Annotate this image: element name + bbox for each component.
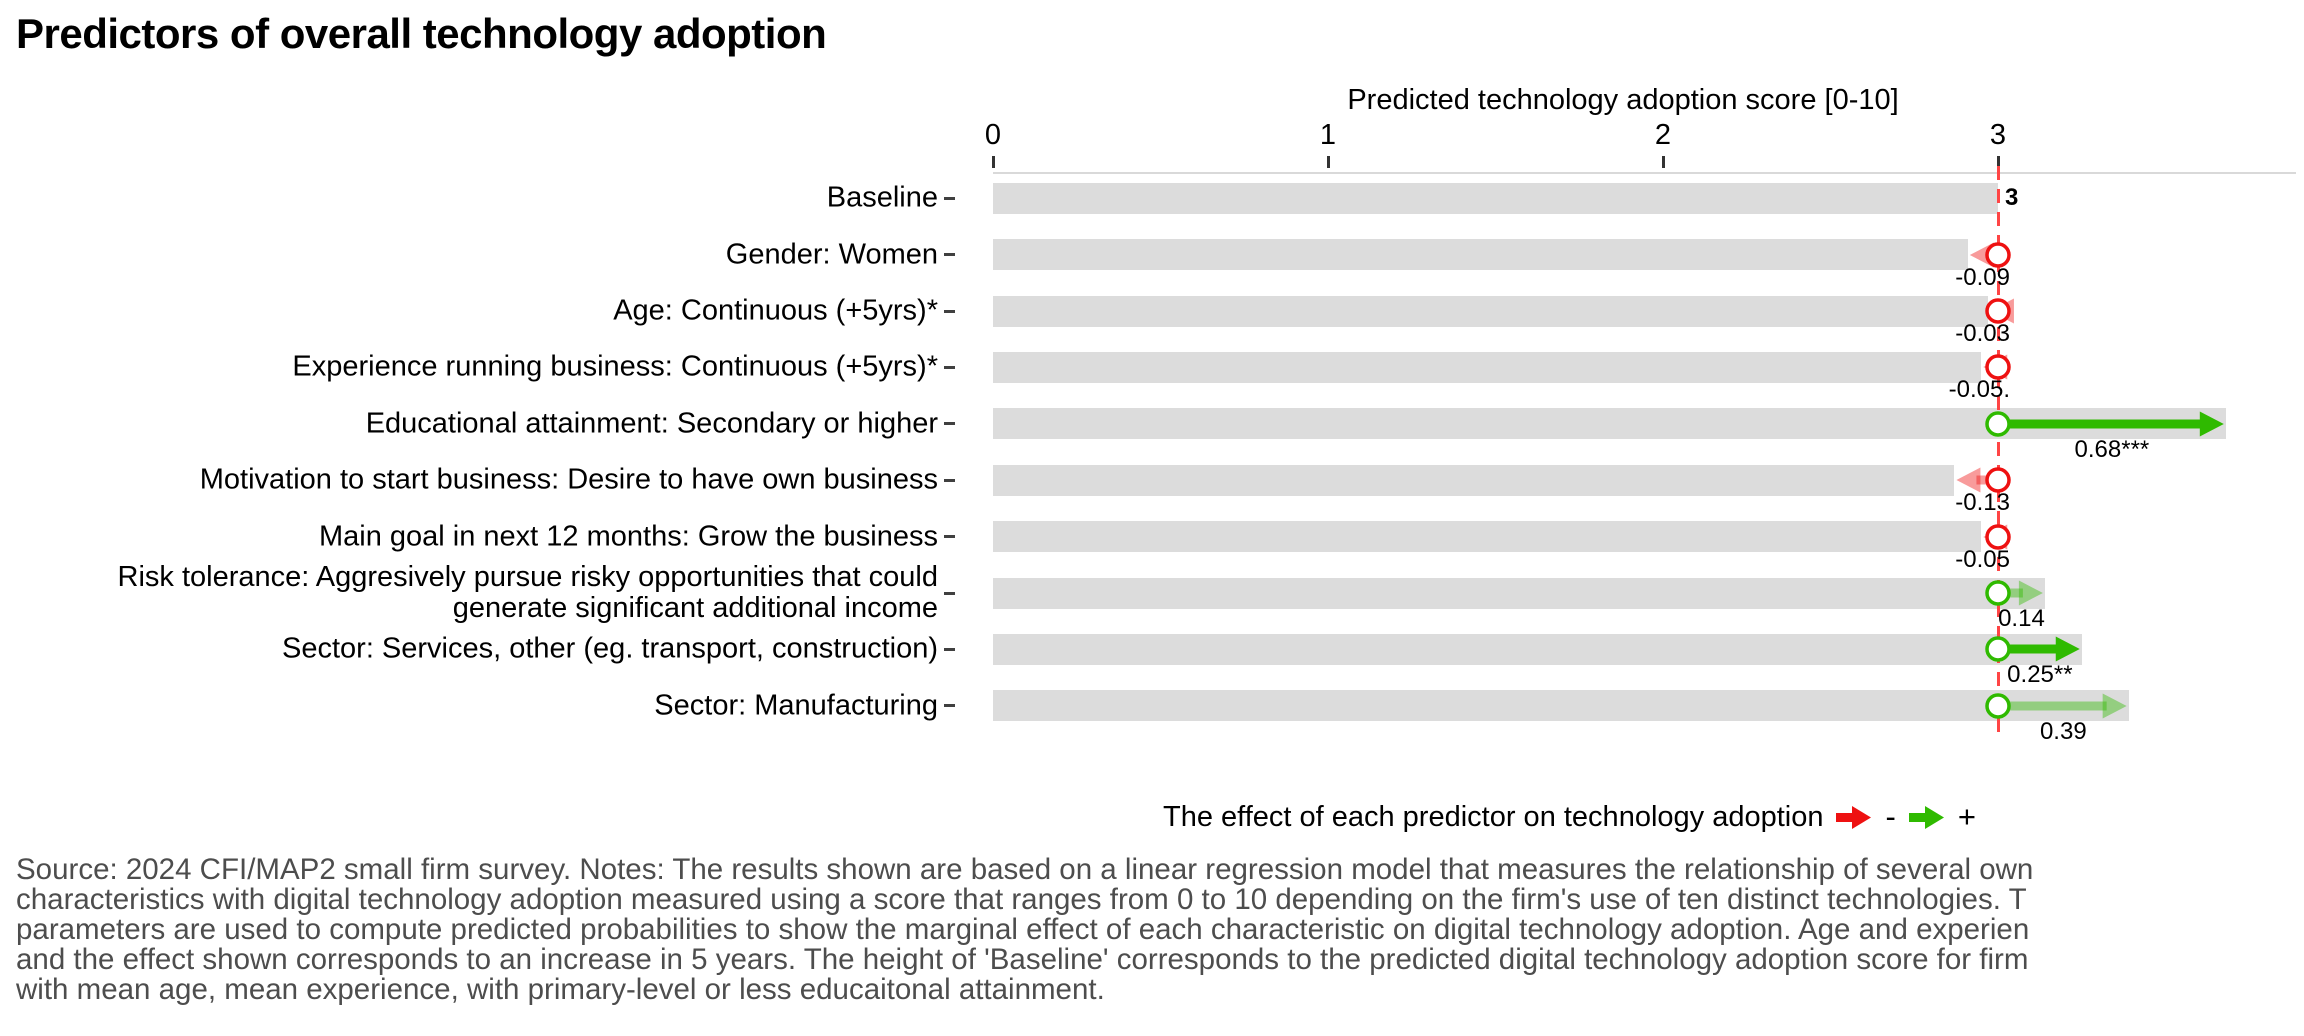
score-bar [993, 633, 2082, 665]
category-tick-mark [944, 647, 955, 651]
x-tick-label: 1 [1319, 119, 1337, 151]
positive-arrow-icon [1908, 805, 1944, 829]
category-label: Gender: Women [725, 238, 938, 271]
category-tick-mark [944, 365, 955, 369]
x-tick-mark [1996, 156, 2000, 168]
legend: The effect of each predictor on technolo… [1163, 797, 1976, 837]
source-notes: Source: 2024 CFI/MAP2 small firm survey.… [16, 855, 2304, 1005]
chart-title: Predictors of overall technology adoptio… [16, 10, 827, 57]
effect-value-label: 0.39 [2039, 717, 2087, 745]
effect-value-label: -0.09 [1955, 263, 2010, 291]
negative-arrow-icon [1836, 805, 1872, 829]
category-label: Baseline [826, 181, 938, 214]
x-tick-mark [1326, 156, 1330, 168]
category-tick-mark [944, 309, 955, 313]
score-bar [993, 182, 1998, 214]
score-bar [993, 521, 1982, 553]
category-label: Age: Continuous (+5yrs)* [613, 294, 938, 327]
score-bar [993, 239, 1968, 271]
legend-positive-symbol: + [1957, 799, 1976, 834]
score-bar [993, 577, 2045, 609]
category-label: Experience running business: Continuous … [292, 350, 938, 383]
category-label: Main goal in next 12 months: Grow the bu… [319, 520, 938, 553]
category-label: Motivation to start business: Desire to … [199, 463, 938, 496]
x-axis-title: Predicted technology adoption score [0-1… [1347, 84, 1899, 116]
x-tick-label: 2 [1654, 119, 1672, 151]
x-tick-label: 3 [1989, 119, 2007, 151]
source-note-line: parameters are used to compute predicted… [16, 913, 2030, 946]
score-bar [993, 408, 2226, 440]
source-note-line: and the effect shown corresponds to an i… [16, 943, 2029, 976]
category-tick-mark [944, 704, 955, 708]
x-tick-mark [1661, 156, 1665, 168]
score-bar [993, 690, 2129, 722]
effect-value-label: 3 [2005, 184, 2019, 212]
category-tick-mark [944, 591, 955, 595]
score-bar [993, 464, 1955, 496]
effect-value-label: -0.05. [1948, 376, 2010, 404]
category-tick-mark [944, 478, 955, 482]
score-bar [993, 351, 1982, 383]
x-tick-label: 0 [984, 119, 1002, 151]
legend-label: The effect of each predictor on technolo… [1163, 800, 1824, 833]
category-label: Sector: Manufacturing [654, 689, 938, 722]
effect-value-label: 0.25** [2007, 661, 2073, 689]
category-label: Educational attainment: Secondary or hig… [365, 407, 938, 440]
category-tick-mark [944, 535, 955, 539]
effect-value-label: -0.03 [1955, 320, 2010, 347]
effect-value-label: 0.14 [1998, 605, 2045, 632]
category-tick-mark [944, 253, 955, 257]
category-tick-mark [944, 422, 955, 426]
baseline-reference-line [1996, 166, 2000, 734]
x-axis-line [993, 172, 2296, 174]
source-note-line: Source: 2024 CFI/MAP2 small firm survey.… [16, 855, 2034, 886]
source-note-line: with mean age, mean experience, with pri… [16, 973, 1105, 1005]
category-label: Risk tolerance: Aggresively pursue risky… [117, 561, 938, 624]
score-bar [993, 295, 1988, 327]
effect-value-label: -0.13 [1955, 489, 2010, 517]
source-note-line: characteristics with digital technology … [16, 883, 2027, 916]
effect-value-label: 0.68*** [2074, 435, 2150, 463]
effect-value-label: -0.05 [1955, 545, 2010, 573]
category-label: Sector: Services, other (eg. transport, … [282, 632, 938, 665]
legend-negative-symbol: - [1885, 799, 1896, 834]
x-tick-mark [991, 156, 995, 168]
category-tick-mark [944, 196, 955, 200]
